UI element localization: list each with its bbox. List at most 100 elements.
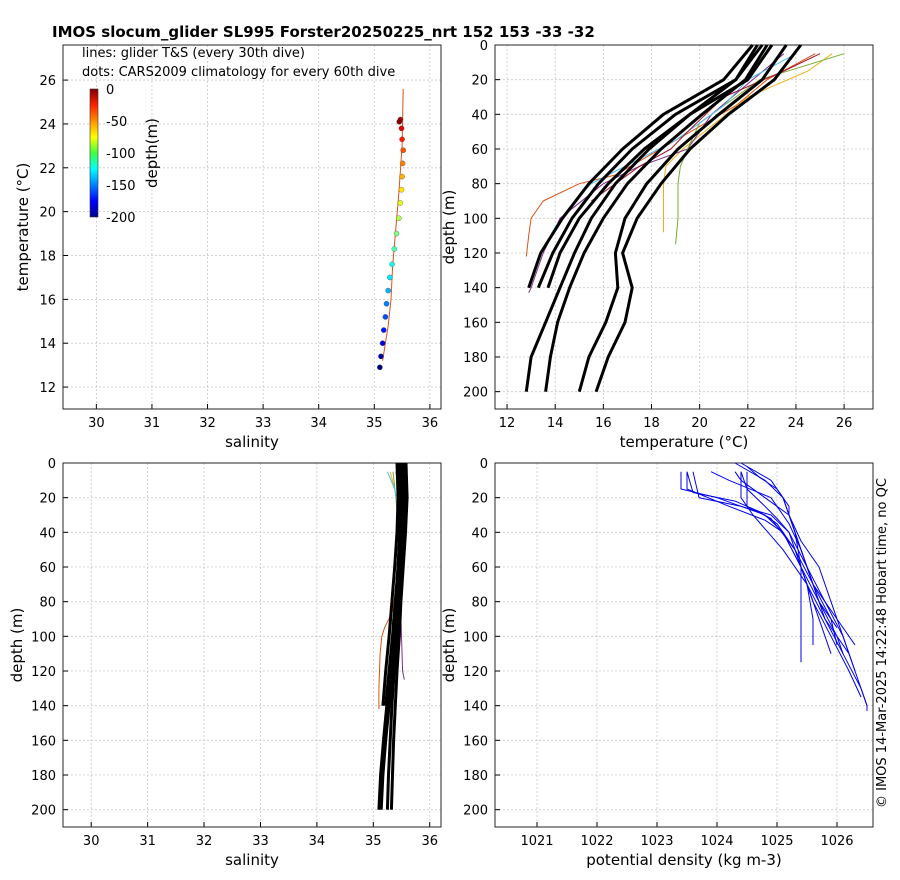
y-tick-label: 18 <box>39 250 56 265</box>
climatology-temperature-line <box>544 44 769 392</box>
density-line <box>746 471 856 646</box>
y-tick-label: 20 <box>39 206 56 221</box>
x-axis-label: salinity <box>225 851 279 869</box>
y-tick-label: 80 <box>471 178 488 193</box>
climatology-dot <box>391 246 398 252</box>
y-tick-label: 100 <box>463 630 488 645</box>
y-tick-label: 20 <box>471 74 488 89</box>
climatology-dot <box>393 230 400 237</box>
y-axis-label: depth (m) <box>8 608 26 683</box>
y-tick-label: 180 <box>463 769 488 784</box>
colorbar <box>89 88 99 218</box>
y-tick-label: 140 <box>463 700 488 715</box>
x-tick-label: 1025 <box>760 834 793 849</box>
density-line <box>734 471 868 706</box>
y-tick-label: 100 <box>463 212 488 227</box>
climatology-dot <box>382 314 389 320</box>
credit-text: © IMOS 14-Mar-2025 14:22:48 Hobart time,… <box>875 478 890 808</box>
x-tick-label: 30 <box>88 416 105 431</box>
y-tick-label: 120 <box>463 247 488 262</box>
y-tick-label: 60 <box>471 143 488 158</box>
y-tick-label: 20 <box>471 492 488 507</box>
climatology-dot <box>397 200 404 206</box>
x-tick-label: 1024 <box>700 834 733 849</box>
climatology-dot <box>399 136 405 143</box>
x-tick-label: 16 <box>595 416 612 431</box>
x-tick-label: 1021 <box>520 834 553 849</box>
glider-temperature-line <box>675 53 845 245</box>
y-tick-label: 0 <box>480 39 488 54</box>
x-tick-label: 1026 <box>820 834 853 849</box>
y-tick-label: 60 <box>39 561 56 576</box>
climatology-dot <box>379 340 386 346</box>
glider-temperature-line <box>525 53 816 257</box>
y-tick-label: 60 <box>471 561 488 576</box>
x-tick-label: 24 <box>788 416 805 431</box>
density-line <box>686 471 814 645</box>
climatology-salinity-line <box>389 462 409 810</box>
plot-area <box>63 463 441 827</box>
x-tick-label: 34 <box>309 834 326 849</box>
climatology-dot <box>389 261 395 268</box>
y-tick-label: 200 <box>463 804 488 819</box>
plot-area <box>495 463 873 827</box>
x-tick-label: 33 <box>252 834 269 849</box>
ts-diagram-panel: 30 31 32 33 34 35 36 12 14 16 18 20 22 24 26 salinity te… <box>14 44 442 451</box>
density-line <box>740 471 850 654</box>
x-tick-label: 33 <box>255 416 272 431</box>
climatology-dot <box>385 287 391 294</box>
x-axis-label: salinity <box>225 433 279 451</box>
x-tick-label: 22 <box>740 416 757 431</box>
legend-text-dots: dots: CARS2009 climatology for every 60t… <box>82 65 395 80</box>
y-tick-label: 24 <box>39 118 56 133</box>
x-tick-label: 35 <box>365 834 382 849</box>
y-tick-label: 12 <box>39 381 56 396</box>
temperature-profile-panel: 12 14 16 18 20 22 24 26 0 20 40 60 80 100 120 140 160 180… <box>440 39 874 451</box>
x-tick-label: 20 <box>691 416 708 431</box>
colorbar-tick-label: -150 <box>106 179 136 194</box>
climatology-salinity-line <box>384 462 403 706</box>
legend-text-lines: lines: glider T&S (every 30th dive) <box>82 46 305 61</box>
plot-area <box>63 45 441 409</box>
y-tick-label: 0 <box>480 457 488 472</box>
climatology-dot <box>383 300 390 307</box>
y-tick-label: 0 <box>48 457 56 472</box>
x-tick-label: 18 <box>643 416 660 431</box>
x-tick-label: 31 <box>144 416 161 431</box>
figure-title: IMOS slocum_glider SL995 Forster20250225… <box>52 23 595 41</box>
climatology-dot <box>399 160 406 167</box>
x-tick-label: 30 <box>83 834 100 849</box>
y-tick-label: 22 <box>39 162 56 177</box>
y-tick-label: 200 <box>463 386 488 401</box>
y-tick-label: 40 <box>39 526 56 541</box>
colorbar-tick-label: -100 <box>106 147 136 162</box>
axes-frame <box>62 462 442 828</box>
density-line <box>710 471 838 646</box>
y-tick-label: 180 <box>31 769 56 784</box>
y-axis-label: depth (m) <box>440 190 458 265</box>
y-tick-label: 20 <box>39 492 56 507</box>
y-tick-label: 160 <box>31 734 56 749</box>
y-tick-label: 14 <box>39 337 56 352</box>
axes-frame <box>494 44 874 410</box>
colorbar-tick-label: 0 <box>106 83 114 98</box>
y-tick-label: 120 <box>31 665 56 680</box>
climatology-temperature-line <box>524 44 759 392</box>
climatology-dot <box>387 274 393 281</box>
x-axis-label: temperature (°C) <box>620 433 749 451</box>
y-tick-label: 80 <box>471 596 488 611</box>
y-axis-label: temperature (°C) <box>14 163 32 292</box>
x-axis-label: potential density (kg m-3) <box>586 851 782 869</box>
climatology-temperature-line <box>577 44 788 393</box>
y-tick-label: 180 <box>463 351 488 366</box>
y-tick-label: 140 <box>31 700 56 715</box>
climatology-dot <box>396 118 403 125</box>
x-tick-label: 32 <box>196 834 213 849</box>
x-tick-label: 31 <box>139 834 156 849</box>
climatology-salinity-line <box>385 462 407 810</box>
x-tick-label: 1023 <box>640 834 673 849</box>
x-tick-label: 34 <box>310 416 327 431</box>
y-tick-label: 40 <box>471 526 488 541</box>
climatology-temperature-line <box>594 44 802 393</box>
x-tick-label: 36 <box>421 834 438 849</box>
